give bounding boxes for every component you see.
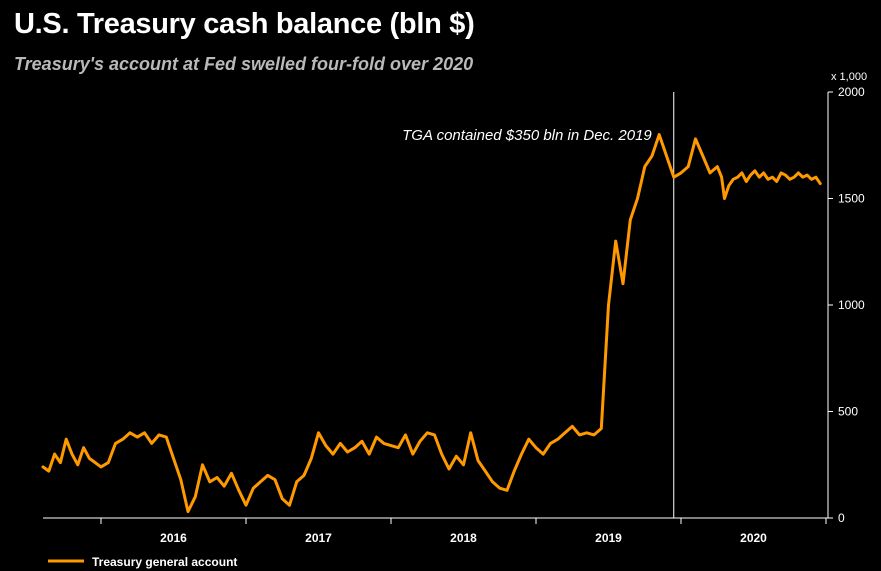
y-tick-label: 2000 xyxy=(838,85,865,99)
chart-subtitle: Treasury's account at Fed swelled four-f… xyxy=(14,54,474,74)
y-unit-label: x 1,000 xyxy=(831,71,867,83)
y-ticks: 0 500 1000 1500 2000 xyxy=(828,85,865,525)
legend-label: Treasury general account xyxy=(92,555,237,569)
y-tick-label: 1500 xyxy=(838,192,865,206)
series-layer xyxy=(41,133,822,514)
x-tick-label: 2019 xyxy=(595,531,622,545)
x-tick-label: 2020 xyxy=(740,531,767,545)
y-tick-label: 500 xyxy=(838,405,858,419)
series-line xyxy=(41,133,822,514)
annotation-text: TGA contained $350 bln in Dec. 2019 xyxy=(402,127,652,144)
x-tick-label: 2018 xyxy=(450,531,477,545)
x-tick-label: 2016 xyxy=(160,531,187,545)
y-tick-label: 0 xyxy=(838,511,845,525)
chart-title: U.S. Treasury cash balance (bln $) xyxy=(14,8,475,40)
y-tick-label: 1000 xyxy=(838,298,865,312)
x-tick-label: 2017 xyxy=(305,531,332,545)
x-ticks: 2016 2017 2018 2019 2020 xyxy=(100,518,827,545)
